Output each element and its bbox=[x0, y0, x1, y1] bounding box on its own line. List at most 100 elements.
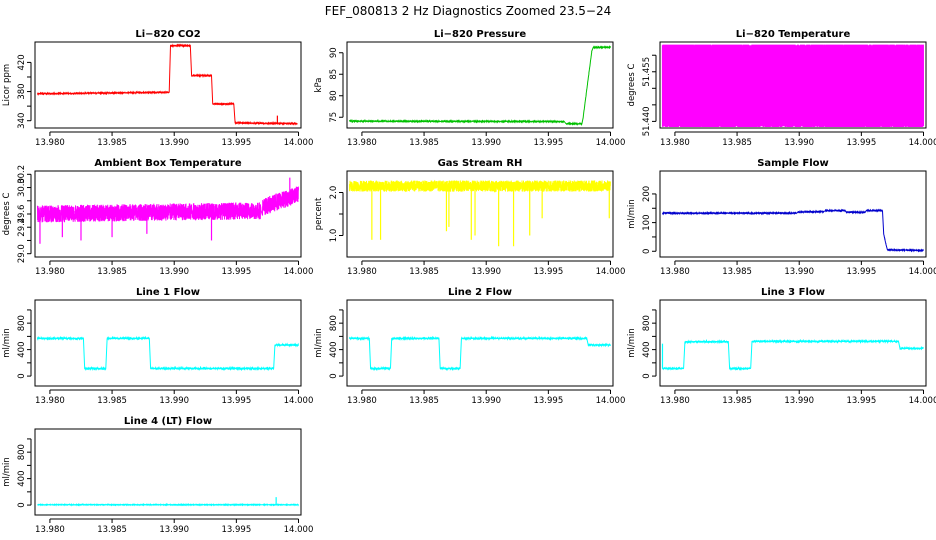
y-tick-label: 800 bbox=[17, 444, 27, 460]
panel-title: Li−820 Pressure bbox=[434, 29, 527, 40]
x-tick-label: 13.995 bbox=[533, 267, 563, 277]
x-tick-label: 13.990 bbox=[159, 267, 189, 277]
y-tick-label: 29.0 bbox=[17, 244, 27, 263]
x-tick-label: 13.995 bbox=[846, 267, 876, 277]
y-axis-label: ml/min bbox=[627, 328, 637, 358]
panel-title: Line 3 Flow bbox=[761, 287, 825, 298]
x-tick-label: 13.980 bbox=[35, 525, 65, 535]
x-tick-label: 13.980 bbox=[35, 396, 65, 406]
y-tick-label: 800 bbox=[329, 315, 339, 331]
y-tick-label: 0 bbox=[17, 502, 27, 507]
panel-6: Sample Flow 13.980 13.985 13.990 13.995 14.00… bbox=[627, 158, 936, 277]
plot-frame bbox=[659, 299, 927, 387]
y-tick-label: 0 bbox=[17, 373, 27, 378]
y-axis-label: kPa bbox=[314, 78, 324, 93]
panel-4: Ambient Box Temperature 13.980 13.985 13.99… bbox=[2, 158, 313, 277]
y-tick-label: 30.2 bbox=[17, 165, 27, 184]
x-tick-label: 13.990 bbox=[784, 396, 814, 406]
plot-frame bbox=[346, 170, 614, 258]
x-tick-label: 13.990 bbox=[159, 138, 189, 148]
panel-title: Li−820 Temperature bbox=[736, 29, 851, 40]
x-tick-label: 13.980 bbox=[347, 396, 377, 406]
plot-frame bbox=[659, 170, 927, 258]
x-tick-label: 13.995 bbox=[846, 396, 876, 406]
x-tick-label: 13.990 bbox=[471, 138, 501, 148]
x-tick-label: 13.985 bbox=[97, 138, 127, 148]
panel-title: Line 1 Flow bbox=[136, 287, 200, 298]
x-tick-label: 13.995 bbox=[221, 396, 251, 406]
x-tick-label: 13.995 bbox=[533, 138, 563, 148]
x-tick-label: 13.995 bbox=[533, 396, 563, 406]
x-tick-label: 13.985 bbox=[97, 396, 127, 406]
panel-1: Li−820 CO2 13.980 13.985 13.990 13.995 14.000… bbox=[2, 29, 313, 148]
y-tick-label: 420 bbox=[17, 54, 27, 70]
series-line bbox=[37, 186, 299, 223]
y-tick-label: 51.440 bbox=[642, 107, 652, 137]
panel-5: Gas Stream RH 13.980 13.985 13.990 13.995 14.… bbox=[314, 158, 625, 277]
y-axis-label: ml/min bbox=[314, 328, 324, 358]
x-tick-label: 13.995 bbox=[221, 525, 251, 535]
y-axis-label: percent bbox=[314, 197, 324, 230]
x-tick-label: 14.000 bbox=[909, 396, 936, 406]
y-tick-label: 400 bbox=[17, 470, 27, 486]
y-axis-label: degrees C bbox=[2, 193, 12, 236]
x-tick-label: 14.000 bbox=[909, 267, 936, 277]
y-tick-label: 380 bbox=[17, 83, 27, 99]
series-line bbox=[661, 44, 925, 127]
series-line bbox=[662, 338, 924, 371]
x-tick-label: 14.000 bbox=[284, 396, 314, 406]
x-tick-label: 13.990 bbox=[159, 396, 189, 406]
x-tick-label: 13.990 bbox=[471, 396, 501, 406]
y-axis-label: degrees C bbox=[627, 64, 637, 107]
x-tick-label: 13.995 bbox=[221, 267, 251, 277]
plot-frame bbox=[34, 41, 302, 129]
x-tick-label: 13.985 bbox=[722, 138, 752, 148]
panel-title: Ambient Box Temperature bbox=[94, 158, 241, 169]
series-line bbox=[37, 335, 299, 372]
panel-8: Line 2 Flow 13.980 13.985 13.990 13.995 14.00… bbox=[314, 287, 625, 406]
series-line bbox=[349, 179, 611, 193]
y-tick-label: 30.0 bbox=[17, 178, 27, 197]
y-tick-label: 0 bbox=[642, 373, 652, 378]
y-axis-label: Licor ppm bbox=[2, 64, 12, 106]
x-tick-label: 14.000 bbox=[284, 138, 314, 148]
y-tick-label: 340 bbox=[17, 113, 27, 129]
y-tick-label: 29.6 bbox=[17, 205, 27, 224]
x-tick-label: 13.980 bbox=[347, 267, 377, 277]
series-line bbox=[349, 335, 611, 372]
panel-title: Sample Flow bbox=[757, 158, 829, 169]
panel-title: Line 4 (LT) Flow bbox=[124, 416, 212, 427]
y-tick-label: 0 bbox=[329, 373, 339, 378]
panel-10: Line 4 (LT) Flow 13.980 13.985 13.990 13.995… bbox=[2, 416, 313, 535]
x-tick-label: 13.985 bbox=[409, 396, 439, 406]
y-tick-label: 0 bbox=[642, 249, 652, 254]
x-tick-label: 13.985 bbox=[97, 267, 127, 277]
y-tick-label: 29.4 bbox=[17, 218, 27, 237]
y-tick-label: 400 bbox=[642, 341, 652, 357]
x-tick-label: 13.990 bbox=[784, 267, 814, 277]
y-tick-label: 51.455 bbox=[642, 57, 652, 87]
plot-frame bbox=[659, 41, 927, 129]
plot-frame bbox=[34, 299, 302, 387]
plot-frame bbox=[346, 299, 614, 387]
y-tick-label: 75 bbox=[329, 112, 339, 123]
y-axis-label: ml/min bbox=[627, 199, 637, 229]
plot-frame bbox=[34, 170, 302, 258]
panel-title: Line 2 Flow bbox=[448, 287, 512, 298]
panel-2: Li−820 Pressure 13.980 13.985 13.990 13.995 1… bbox=[314, 29, 625, 148]
series-line bbox=[37, 43, 298, 126]
x-tick-label: 13.995 bbox=[221, 138, 251, 148]
y-tick-label: 85 bbox=[329, 69, 339, 80]
x-tick-label: 13.985 bbox=[97, 525, 127, 535]
y-axis-label: ml/min bbox=[2, 457, 12, 487]
x-tick-label: 13.995 bbox=[846, 138, 876, 148]
x-tick-label: 13.980 bbox=[660, 396, 690, 406]
series-line bbox=[662, 208, 924, 253]
x-tick-label: 13.990 bbox=[784, 138, 814, 148]
x-tick-label: 13.980 bbox=[660, 267, 690, 277]
figure-title: FEF_080813 2 Hz Diagnostics Zoomed 23.5−… bbox=[325, 4, 612, 18]
x-tick-label: 13.980 bbox=[35, 138, 65, 148]
plot-frame bbox=[34, 428, 302, 516]
x-tick-label: 13.980 bbox=[660, 138, 690, 148]
